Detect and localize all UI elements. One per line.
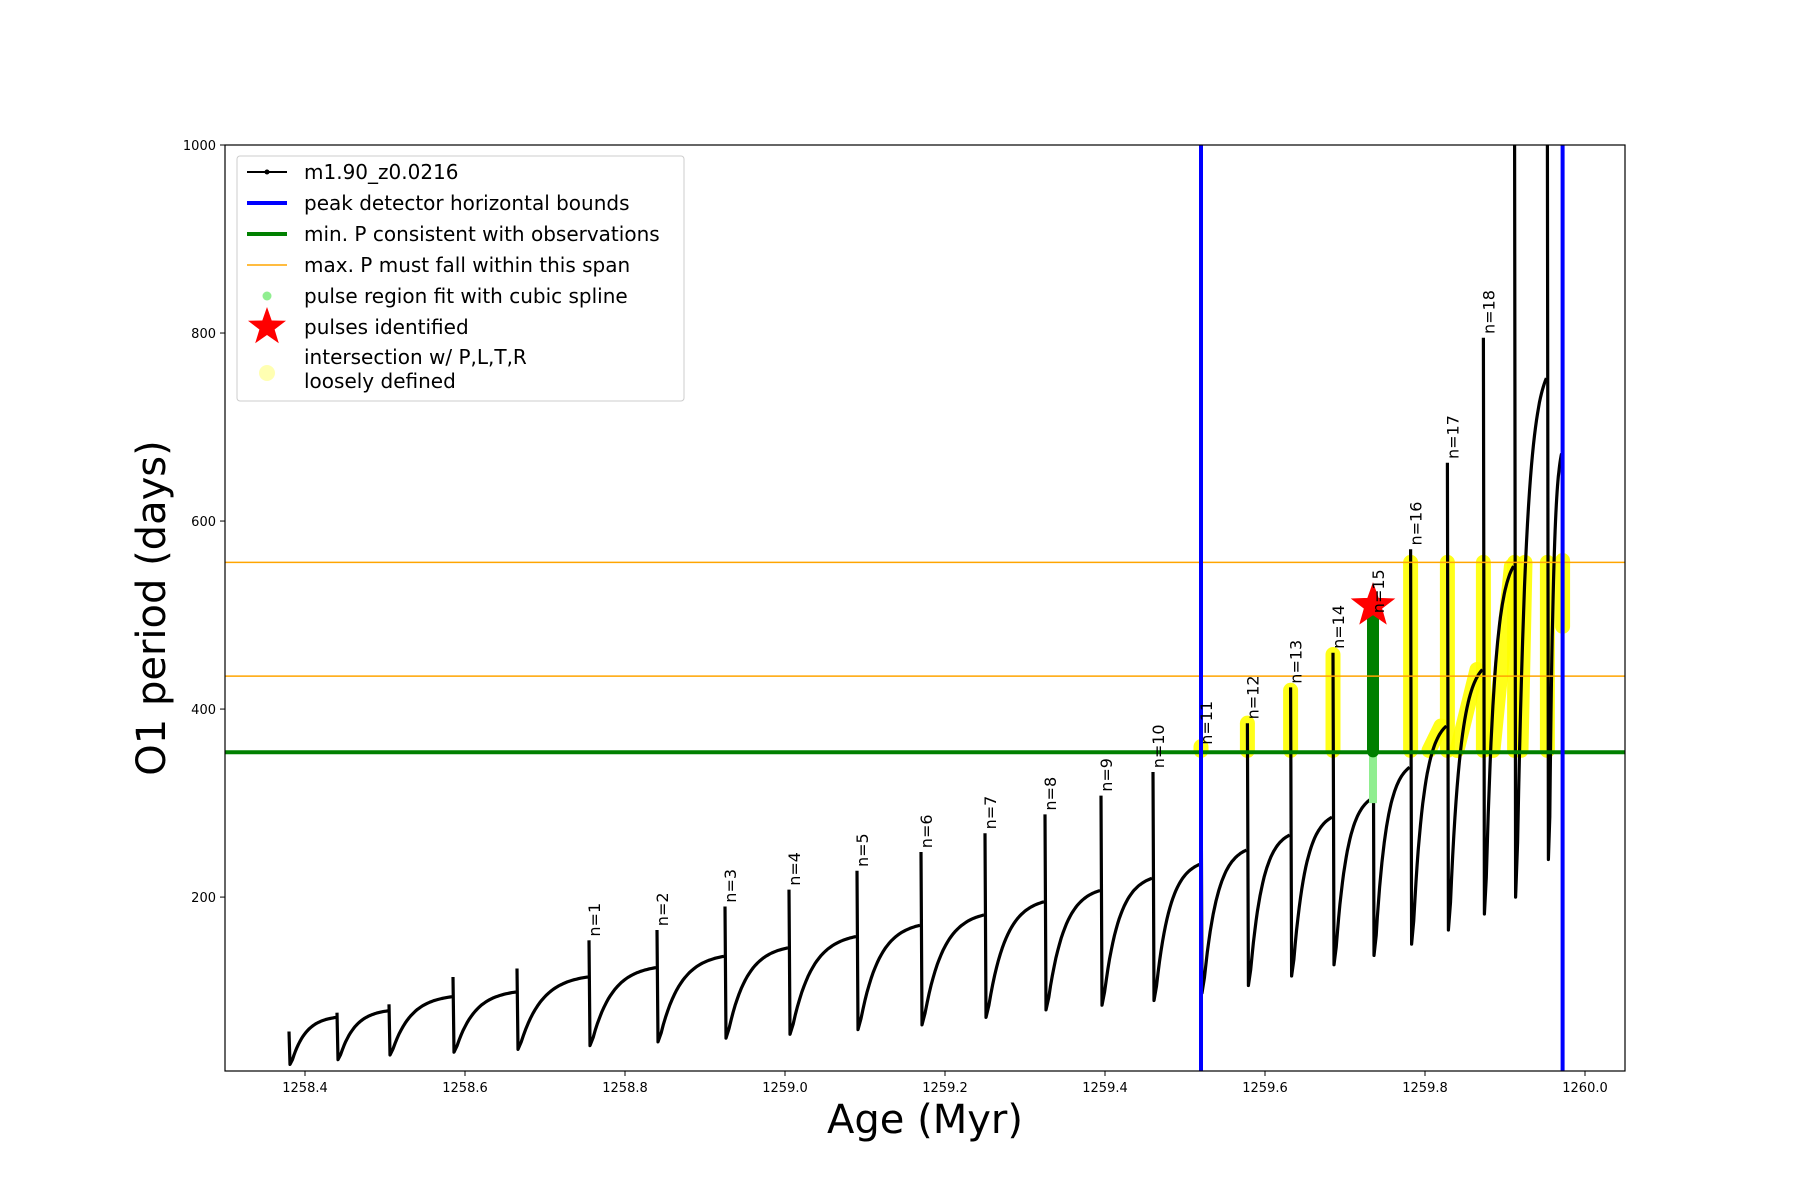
overlay-layer xyxy=(225,145,1625,1071)
pulse-label: n=9 xyxy=(1097,758,1116,792)
model-pulse-cycle xyxy=(451,976,517,1054)
pulse-label: n=14 xyxy=(1329,605,1348,649)
pulse-label: n=15 xyxy=(1369,569,1388,613)
model-pulse-cycle xyxy=(1245,723,1291,988)
legend-marker-model xyxy=(264,169,270,175)
pulse-label: n=12 xyxy=(1243,675,1262,719)
model-pulse-cycle xyxy=(587,940,657,1048)
x-tick-label: 1259.2 xyxy=(922,1081,968,1096)
intersection-region xyxy=(1421,718,1449,758)
y-tick-label: 200 xyxy=(191,891,216,906)
pulse-label: n=17 xyxy=(1443,415,1462,459)
pulse-label: n=2 xyxy=(653,892,672,926)
model-pulse-cycle xyxy=(919,851,985,1027)
legend-marker-intersect xyxy=(259,365,275,381)
model-pulse-cycle xyxy=(1289,687,1333,978)
legend-label-intersect: intersection w/ P,L,T,R xyxy=(304,345,527,369)
model-pulse-cycle xyxy=(1481,337,1515,916)
model-pulse-cycle xyxy=(655,929,725,1044)
model-pulse-cycle xyxy=(1199,748,1248,995)
series-layer xyxy=(287,145,1571,1066)
y-tick-label: 600 xyxy=(191,515,216,530)
legend-label-maxp: max. P must fall within this span xyxy=(304,253,630,277)
model-pulse-cycle xyxy=(1545,145,1564,862)
legend-label-pulses: pulses identified xyxy=(304,315,469,339)
model-pulse-cycle xyxy=(335,1009,389,1062)
x-tick-label: 1258.8 xyxy=(602,1081,648,1096)
pulse-label: n=3 xyxy=(721,869,740,903)
y-tick-label: 800 xyxy=(191,327,216,342)
legend-label-peak: peak detector horizontal bounds xyxy=(304,191,630,215)
pulse-label: n=11 xyxy=(1197,701,1216,745)
x-tick-label: 1258.6 xyxy=(442,1081,488,1096)
x-tick-label: 1259.0 xyxy=(762,1081,808,1096)
legend-label-spline: pulse region fit with cubic spline xyxy=(304,284,628,308)
model-pulse-cycle xyxy=(1409,549,1448,946)
model-pulse-cycle xyxy=(1445,462,1484,932)
model-pulse-cycle xyxy=(515,968,589,1051)
pulse-label: n=4 xyxy=(785,852,804,886)
pulse-label: n=10 xyxy=(1149,724,1168,768)
pulse-label: n=18 xyxy=(1479,290,1498,334)
model-pulse-cycle xyxy=(855,870,921,1032)
intersection-region xyxy=(1485,558,1519,758)
model-pulse-cycle xyxy=(1513,145,1548,899)
legend-label-model: m1.90_z0.0216 xyxy=(304,160,459,184)
model-pulse-cycle xyxy=(1371,616,1411,957)
model-pulse-cycle xyxy=(983,833,1045,1019)
model-pulse-cycle xyxy=(1151,771,1201,1003)
model-pulse-cycle xyxy=(1043,814,1101,1012)
plot-frame xyxy=(224,144,1626,1072)
model-pulse-cycle xyxy=(387,995,453,1057)
x-tick-label: 1258.4 xyxy=(282,1081,328,1096)
y-tick-label: 1000 xyxy=(183,139,216,154)
model-pulse-cycle xyxy=(1099,795,1153,1007)
y-tick-label: 400 xyxy=(191,703,216,718)
pulse-label: n=8 xyxy=(1041,777,1060,811)
pulse-label: n=1 xyxy=(585,903,604,937)
y-axis-title: O1 period (days) xyxy=(129,440,175,775)
pulse-identified-star xyxy=(1350,582,1396,625)
legend-marker-star xyxy=(248,307,286,344)
legend-box xyxy=(236,155,685,402)
legend-marker-spline xyxy=(262,291,272,301)
x-tick-label: 1259.6 xyxy=(1242,1081,1288,1096)
model-pulse-cycle xyxy=(1331,652,1373,967)
pulse-label: n=6 xyxy=(917,814,936,848)
model-pulse-cycle xyxy=(287,1015,337,1066)
x-axis-title: Age (Myr) xyxy=(827,1097,1023,1143)
x-tick-label: 1259.4 xyxy=(1082,1081,1128,1096)
axes-layer: 1258.4 1258.6 1258.8 1259.0 1259.2 1259.4 1259… xyxy=(183,139,1608,1096)
x-tick-label: 1259.8 xyxy=(1402,1081,1448,1096)
x-tick-label: 1260.0 xyxy=(1562,1081,1608,1096)
model-pulse-cycle xyxy=(787,889,857,1036)
pulse-label: n=16 xyxy=(1407,502,1426,546)
model-pulse-cycle xyxy=(723,906,789,1040)
pulse-label: n=7 xyxy=(981,796,1000,830)
pulse-label: n=5 xyxy=(853,833,872,867)
pulse-label: n=13 xyxy=(1287,640,1306,684)
legend-label-minp: min. P consistent with observations xyxy=(304,222,660,246)
legend-label-intersect-2: loosely defined xyxy=(304,369,456,393)
